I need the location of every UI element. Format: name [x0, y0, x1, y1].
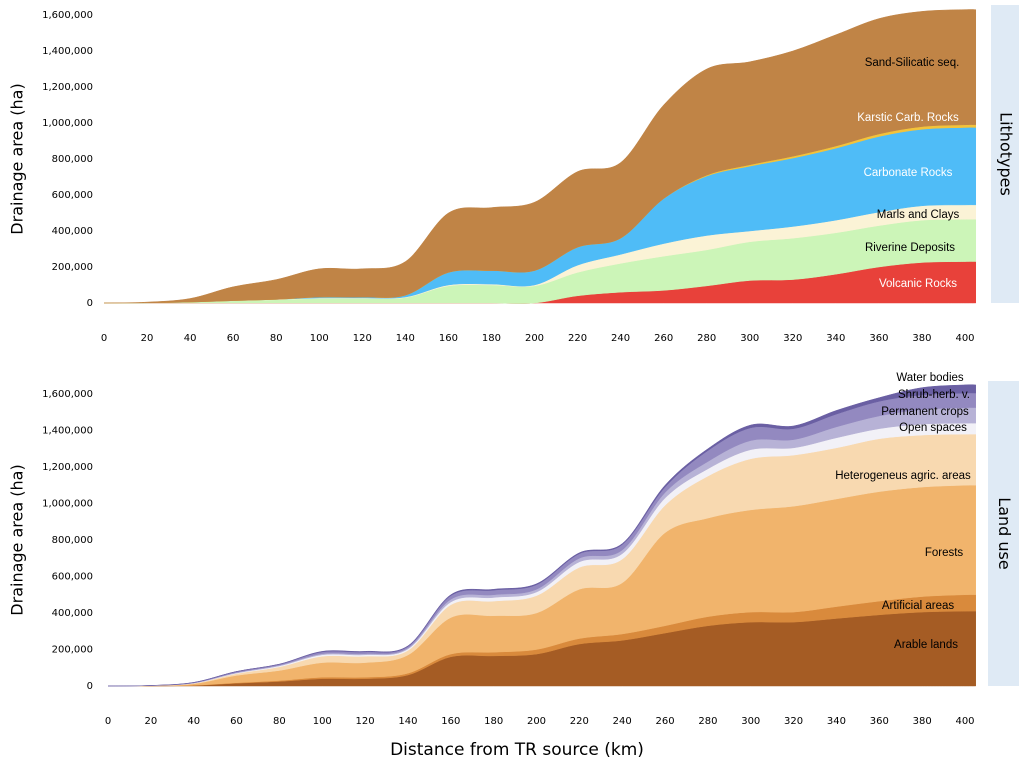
x-tick-label: 200	[525, 333, 544, 344]
series-label: Arable lands	[894, 639, 958, 651]
series-label: Permanent crops	[881, 406, 969, 418]
x-tick-label: 220	[568, 333, 587, 344]
y-tick-label: 1,400,000	[42, 426, 93, 437]
y-tick-label: 400,000	[52, 226, 93, 237]
y-axis-title: Drainage area (ha)	[8, 464, 27, 615]
y-tick-label: 0	[87, 298, 93, 309]
x-tick-label: 280	[698, 716, 717, 727]
y-tick-label: 600,000	[52, 572, 93, 583]
x-tick-label: 260	[656, 716, 675, 727]
x-tick-label: 160	[439, 333, 458, 344]
y-tick-label: 800,000	[52, 154, 93, 165]
x-tick-label: 120	[356, 716, 375, 727]
x-tick-label: 0	[105, 716, 111, 727]
x-tick-label: 220	[570, 716, 589, 727]
x-tick-label: 60	[230, 716, 243, 727]
x-tick-label: 140	[398, 716, 417, 727]
y-axis-title: Drainage area (ha)	[8, 83, 27, 234]
y-tick-label: 200,000	[52, 645, 93, 656]
facet-panel	[988, 381, 1019, 686]
x-tick-label: 360	[870, 716, 889, 727]
y-tick-label: 1,200,000	[42, 462, 93, 473]
x-tick-label: 180	[484, 716, 503, 727]
area	[107, 384, 976, 687]
series-label: Volcanic Rocks	[879, 278, 957, 290]
x-tick-label: 120	[353, 333, 372, 344]
x-tick-label: 160	[441, 716, 460, 727]
facet-label: Land use	[995, 497, 1014, 569]
y-tick-label: 200,000	[52, 262, 93, 273]
y-tick-label: 1,000,000	[42, 499, 93, 510]
area	[103, 9, 977, 304]
x-tick-label: 20	[141, 333, 154, 344]
x-tick-label: 380	[913, 716, 932, 727]
y-tick-label: 1,600,000	[42, 389, 93, 400]
x-tick-label: 20	[144, 716, 157, 727]
x-tick-label: 280	[697, 333, 716, 344]
series-label: Marls and Clays	[877, 209, 960, 221]
x-tick-label: 400	[955, 333, 974, 344]
x-tick-label: 240	[611, 333, 630, 344]
y-tick-label: 1,200,000	[42, 82, 93, 93]
series-label: Shrub-herb. v.	[898, 389, 970, 401]
series-label: Forests	[925, 547, 964, 559]
x-axis-title: Distance from TR source (km)	[390, 740, 644, 760]
y-tick-label: 1,600,000	[42, 10, 93, 21]
y-tick-label: 1,400,000	[42, 46, 93, 57]
x-tick-label: 80	[273, 716, 286, 727]
y-tick-label: 400,000	[52, 608, 93, 619]
y-tick-label: 600,000	[52, 190, 93, 201]
x-tick-label: 0	[101, 333, 107, 344]
x-tick-label: 380	[912, 333, 931, 344]
y-tick-label: 1,000,000	[42, 118, 93, 129]
y-tick-label: 0	[87, 681, 93, 692]
x-tick-label: 400	[955, 716, 974, 727]
x-tick-label: 340	[826, 333, 845, 344]
x-tick-label: 40	[184, 333, 197, 344]
x-tick-label: 80	[270, 333, 283, 344]
series-label: Heterogeneus agric. areas	[835, 470, 971, 482]
facet-label: Lithotypes	[997, 112, 1016, 196]
facet-panel	[991, 5, 1019, 303]
x-tick-label: 100	[310, 333, 329, 344]
series-label: Sand-Silicatic seq.	[865, 57, 960, 69]
x-tick-label: 180	[482, 333, 501, 344]
series-label: Artificial areas	[882, 600, 954, 612]
x-tick-label: 100	[313, 716, 332, 727]
series-label: Karstic Carb. Rocks	[857, 112, 959, 124]
series-label: Carbonate Rocks	[864, 167, 953, 179]
x-tick-label: 300	[741, 716, 760, 727]
x-tick-label: 320	[784, 716, 803, 727]
x-tick-label: 240	[613, 716, 632, 727]
y-tick-label: 800,000	[52, 535, 93, 546]
x-tick-label: 200	[527, 716, 546, 727]
x-tick-label: 40	[187, 716, 200, 727]
x-tick-label: 300	[740, 333, 759, 344]
series-label: Water bodies	[896, 372, 964, 384]
series-label: Riverine Deposits	[865, 242, 955, 254]
x-tick-label: 320	[783, 333, 802, 344]
x-tick-label: 140	[396, 333, 415, 344]
x-tick-label: 260	[654, 333, 673, 344]
x-tick-label: 360	[869, 333, 888, 344]
x-tick-label: 60	[227, 333, 240, 344]
x-tick-label: 340	[827, 716, 846, 727]
series-label: Open spaces	[899, 422, 967, 434]
